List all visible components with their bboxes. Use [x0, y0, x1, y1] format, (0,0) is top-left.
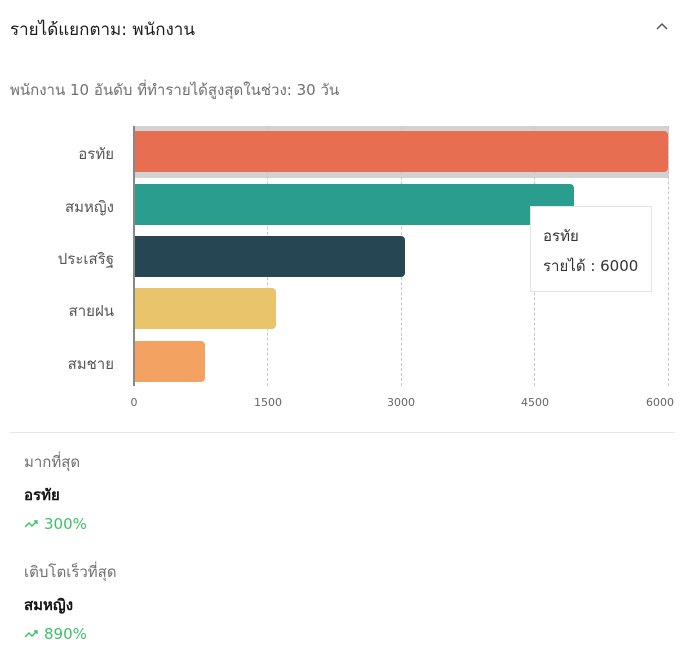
x-tick: 1500: [254, 396, 282, 409]
stat-name-fastest: สมหญิง: [24, 596, 74, 614]
divider: [10, 432, 675, 433]
category-label: สมชาย: [67, 355, 114, 373]
x-tick: 4500: [521, 396, 549, 409]
stat-growth-top: 300%: [24, 515, 87, 533]
y-axis: [133, 126, 135, 386]
chart-tooltip: อรทัย รายได้ : 6000: [530, 206, 652, 292]
category-label: อรทัย: [78, 145, 114, 163]
trending-up-icon: [24, 630, 38, 638]
bar-3[interactable]: [134, 288, 276, 329]
stat-label-fastest: เติบโตเร็วที่สุด: [24, 563, 117, 581]
category-label: ประเสริฐ: [57, 250, 114, 268]
bar-0[interactable]: [134, 131, 668, 172]
bar-1[interactable]: [134, 184, 574, 225]
stat-growth-fastest: 890%: [24, 625, 87, 643]
tooltip-value: รายได้ : 6000: [543, 257, 639, 275]
category-label: สมหญิง: [64, 198, 114, 216]
chart-subtitle: พนักงาน 10 อันดับ ที่ทำรายได้สูงสุดในช่ว…: [10, 81, 340, 99]
chevron-up-icon[interactable]: [655, 20, 669, 34]
bar-4[interactable]: [134, 341, 205, 382]
panel-title: รายได้แยกตาม: พนักงาน: [10, 20, 195, 40]
gridline: [668, 126, 669, 386]
trending-up-icon: [24, 520, 38, 528]
stat-label-top: มากที่สุด: [24, 453, 81, 471]
x-tick: 6000: [646, 396, 674, 409]
tooltip-name: อรทัย: [543, 227, 579, 245]
category-label: สายฝน: [68, 302, 114, 320]
bar-2[interactable]: [134, 236, 405, 277]
stat-name-top: อรทัย: [24, 486, 60, 504]
x-tick: 0: [130, 396, 138, 409]
x-tick: 3000: [387, 396, 415, 409]
panel-header[interactable]: รายได้แยกตาม: พนักงาน: [0, 0, 690, 56]
revenue-bar-chart: อรทัย สมหญิง ประเสริฐ สายฝน สมชาย 0 1500…: [0, 120, 690, 420]
